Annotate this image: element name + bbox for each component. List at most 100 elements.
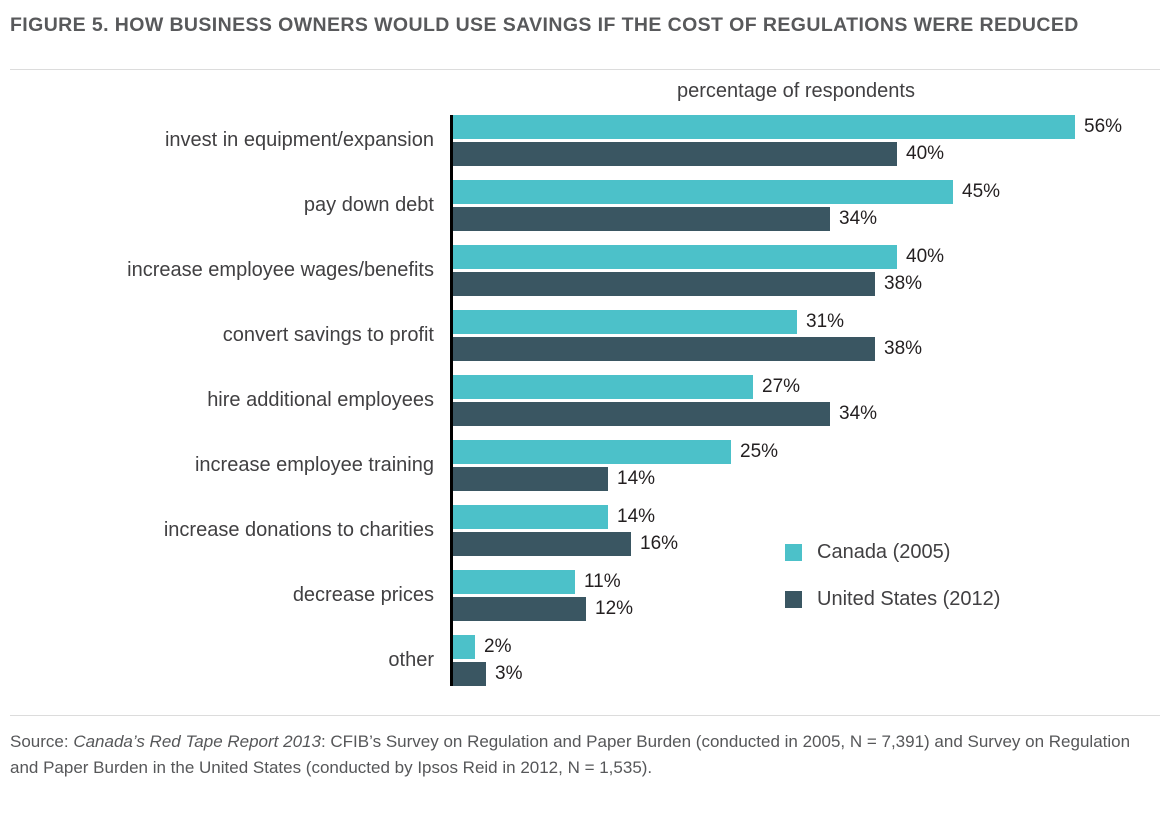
bar-value-label: 38% [884, 337, 923, 359]
bar-line-united-states: 34% [453, 206, 1000, 231]
axis-title: percentage of respondents [677, 79, 915, 102]
bar-group: 40% 38% [453, 244, 945, 296]
bar-line-united-states: 38% [453, 336, 923, 361]
chart-row: increase employee training 25% 14% [10, 439, 1160, 491]
category-label: convert savings to profit [222, 323, 434, 346]
chart-rows: invest in equipment/expansion 56% 40% pay d… [10, 114, 1160, 686]
bar-united-states [453, 336, 875, 361]
bar-line-united-states: 40% [453, 141, 1122, 166]
chart-row: increase donations to charities 14% 16% [10, 504, 1160, 556]
bar-value-label: 34% [839, 207, 878, 229]
bar-value-label: 11% [584, 570, 621, 592]
y-axis-line [450, 114, 453, 686]
bar-line-canada: 2% [453, 634, 522, 659]
bar-value-label: 40% [906, 245, 945, 267]
legend-item-canada: Canada (2005) [785, 541, 1000, 564]
category-label: pay down debt [303, 193, 434, 216]
chart-body: invest in equipment/expansion 56% 40% pay d… [10, 114, 1160, 686]
bar-value-label: 2% [484, 635, 512, 657]
legend-label-united-states: United States (2012) [817, 587, 1001, 610]
bar-group: 31% 38% [453, 309, 923, 361]
bar-value-label: 45% [962, 180, 1001, 202]
chart-row: pay down debt 45% 34% [10, 179, 1160, 231]
bar-value-label: 31% [806, 310, 845, 332]
bar-value-label: 16% [640, 532, 679, 554]
chart-row: invest in equipment/expansion 56% 40% [10, 114, 1160, 166]
bar-value-label: 27% [762, 375, 801, 397]
bar-value-label: 40% [906, 142, 945, 164]
bar-canada [453, 114, 1075, 139]
legend-label-canada: Canada (2005) [817, 540, 951, 563]
category-label: increase employee wages/benefits [127, 258, 434, 281]
bar-line-canada: 14% [453, 504, 678, 529]
bar-chart: percentage of respondents invest in equi… [10, 70, 1160, 686]
chart-row: hire additional employees 27% 34% [10, 374, 1160, 426]
bar-group: 27% 34% [453, 374, 877, 426]
chart-row: convert savings to profit 31% 38% [10, 309, 1160, 361]
figure-title: FIGURE 5. HOW BUSINESS OWNERS WOULD USE … [10, 14, 1079, 36]
source-note: Source: Canada’s Red Tape Report 2013: C… [10, 729, 1160, 782]
bar-canada [453, 374, 753, 399]
bar-line-united-states: 14% [453, 466, 778, 491]
bar-line-canada: 56% [453, 114, 1123, 139]
bar-line-canada: 11% [453, 569, 633, 594]
bar-canada [453, 569, 575, 594]
bar-united-states [453, 271, 875, 296]
bar-canada [453, 634, 475, 659]
bar-value-label: 38% [884, 272, 923, 294]
bar-united-states [453, 466, 608, 491]
bottom-divider [10, 714, 1160, 716]
bar-value-label: 14% [617, 467, 656, 489]
category-label: invest in equipment/expansion [164, 128, 434, 151]
bar-united-states [453, 531, 631, 556]
bar-line-united-states: 38% [453, 271, 944, 296]
bar-canada [453, 179, 953, 204]
category-label: other [388, 648, 434, 671]
bar-canada [453, 244, 897, 269]
bar-united-states [453, 206, 830, 231]
bar-group: 25% 14% [453, 439, 779, 491]
bar-united-states [453, 596, 586, 621]
bar-group: 14% 16% [453, 504, 679, 556]
bar-line-canada: 27% [453, 374, 877, 399]
legend-swatch-canada-icon [785, 543, 802, 561]
category-label: hire additional employees [207, 388, 434, 411]
chart-row: decrease prices 11% 12% [10, 569, 1160, 621]
legend-item-united-states: United States (2012) [785, 588, 1000, 611]
bar-group: 2% 3% [453, 634, 523, 686]
top-divider [10, 68, 1160, 70]
bar-group: 11% 12% [453, 569, 634, 621]
bar-line-canada: 45% [453, 179, 1001, 204]
bar-value-label: 3% [495, 662, 523, 684]
bar-group: 45% 34% [453, 179, 1001, 231]
bar-united-states [453, 661, 486, 686]
bar-value-label: 14% [617, 505, 656, 527]
bar-line-canada: 31% [453, 309, 922, 334]
bar-value-label: 56% [1084, 115, 1123, 137]
source-prefix: Source: [10, 731, 74, 751]
bar-line-united-states: 34% [453, 401, 877, 426]
bar-line-united-states: 16% [453, 531, 679, 556]
bar-united-states [453, 401, 830, 426]
bar-group: 56% 40% [453, 114, 1123, 166]
bar-line-united-states: 3% [453, 661, 523, 686]
bar-line-united-states: 12% [453, 596, 634, 621]
bar-value-label: 25% [740, 440, 779, 462]
bar-united-states [453, 141, 897, 166]
bar-canada [453, 504, 608, 529]
bar-line-canada: 40% [453, 244, 945, 269]
source-rest: : CFIB’s Survey on Regulation and Paper … [10, 731, 1131, 778]
chart-row: increase employee wages/benefits 40% 38% [10, 244, 1160, 296]
category-label: increase employee training [194, 453, 434, 476]
chart-row: other 2% 3% [10, 634, 1160, 686]
bar-canada [453, 439, 731, 464]
bar-value-label: 12% [595, 597, 634, 619]
legend-swatch-united-states-icon [785, 590, 802, 608]
chart-legend: Canada (2005) United States (2012) [785, 541, 1000, 611]
category-label: decrease prices [292, 583, 434, 606]
bar-canada [453, 309, 797, 334]
source-report-title: Canada’s Red Tape Report 2013 [73, 731, 321, 751]
category-label: increase donations to charities [163, 518, 434, 541]
bar-line-canada: 25% [453, 439, 779, 464]
